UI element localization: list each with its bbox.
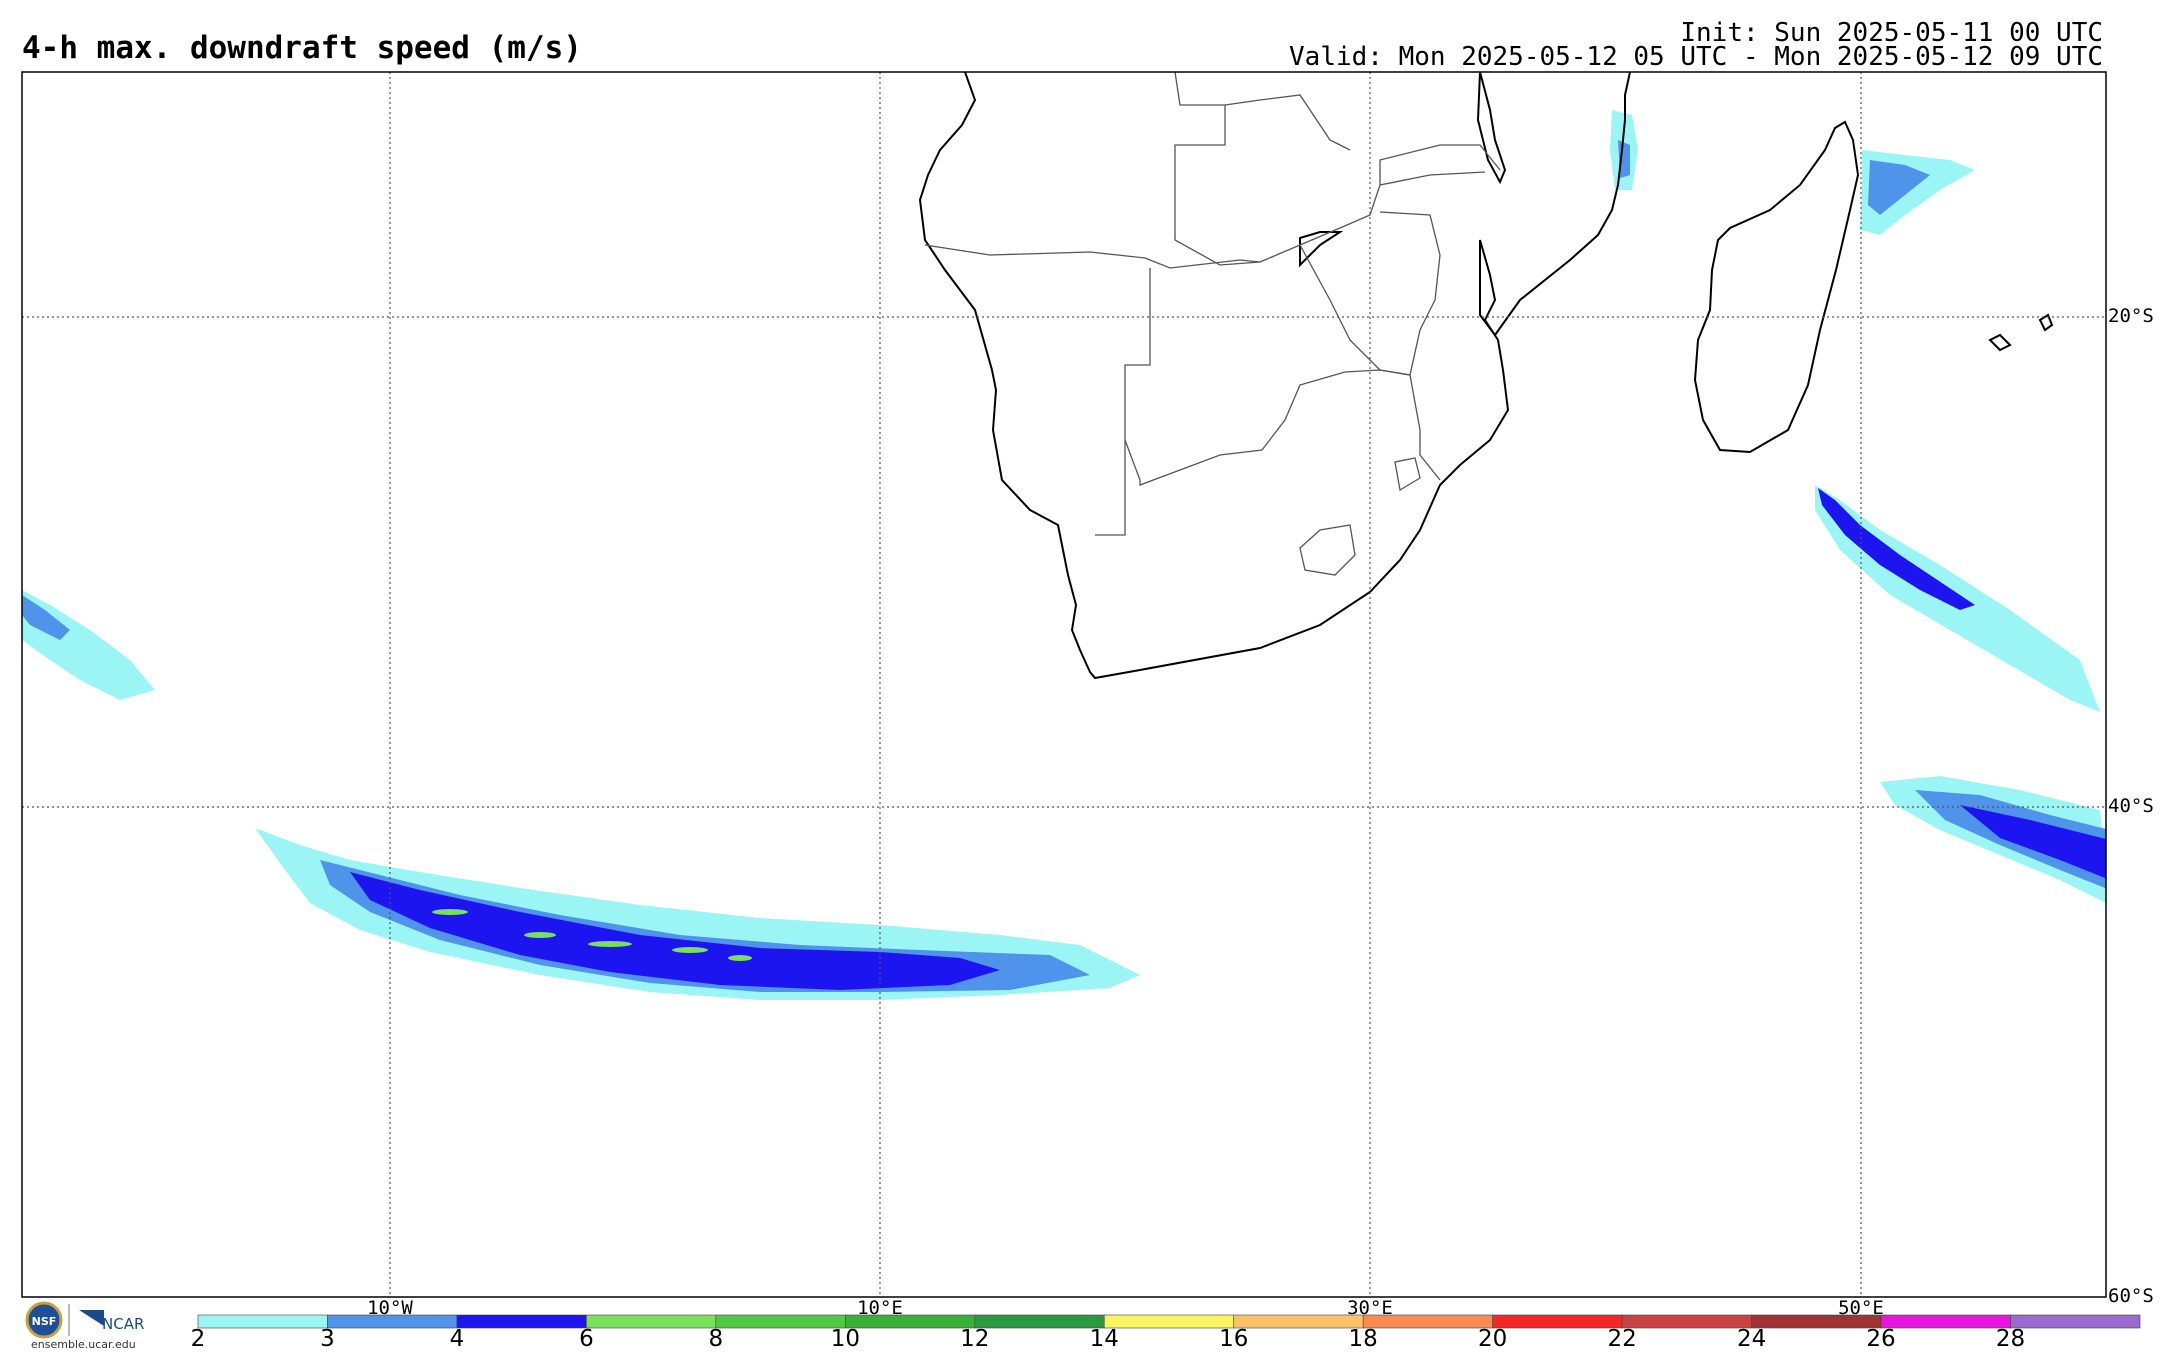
colorbar: 2 3 4 6 8 10 12 14 16 18 20 22 24 26 28 bbox=[191, 1314, 2141, 1352]
lon-label-30e: 30°E bbox=[1347, 1297, 1393, 1319]
country-borders bbox=[924, 72, 1501, 576]
graticule bbox=[22, 72, 2106, 1297]
swath-madagascar-dark bbox=[1868, 160, 1930, 215]
swath-southeast-dark bbox=[1960, 805, 2106, 879]
colorbar-tick-label: 18 bbox=[1349, 1326, 1378, 1352]
colorbar-tick-label: 10 bbox=[831, 1326, 860, 1352]
africa-coastline bbox=[918, 72, 1631, 680]
swath-west-dark bbox=[22, 595, 70, 640]
ncar-logo-text: NCAR bbox=[102, 1315, 144, 1333]
coastlines bbox=[918, 72, 2054, 680]
colorbar-tick-label: 16 bbox=[1219, 1326, 1248, 1352]
colorbar-tick-label: 20 bbox=[1478, 1326, 1507, 1352]
colorbar-swatch bbox=[1362, 1314, 1493, 1329]
border-zambia bbox=[1174, 72, 1486, 266]
small-island-2 bbox=[2038, 313, 2054, 332]
swath-east-dark bbox=[1818, 488, 1975, 610]
border-angola-namibia bbox=[924, 244, 1261, 269]
lake-kariba bbox=[1299, 231, 1344, 268]
colorbar-tick-label: 12 bbox=[960, 1326, 989, 1352]
colorbar-swatch bbox=[845, 1314, 976, 1329]
nsf-logo-icon bbox=[25, 1301, 63, 1339]
swath-mozambique-dark bbox=[1618, 140, 1630, 178]
colorbar-tick-label: 3 bbox=[320, 1326, 335, 1352]
colorbar-swatch bbox=[715, 1314, 846, 1329]
colorbar-swatch bbox=[1751, 1314, 1882, 1329]
border-zimbabwe bbox=[1299, 211, 1441, 376]
lake-malawi bbox=[1476, 72, 1507, 185]
colorbar-swatch bbox=[1880, 1314, 2011, 1329]
colorbar-swatch bbox=[456, 1314, 587, 1329]
colorbar-swatch bbox=[1621, 1314, 1752, 1329]
lat-label-60s: 60°S bbox=[2108, 1285, 2154, 1307]
swath-southwest-peaks bbox=[432, 909, 752, 961]
colorbar-swatch bbox=[2010, 1314, 2141, 1329]
colorbar-tick-label: 28 bbox=[1996, 1326, 2025, 1352]
site-url: ensemble.ucar.edu bbox=[31, 1338, 136, 1351]
map-frame bbox=[21, 71, 2107, 1298]
colorbar-swatch bbox=[586, 1314, 717, 1329]
border-drc-zambia bbox=[1224, 94, 1351, 151]
colorbar-swatch bbox=[197, 1314, 328, 1329]
colorbar-tick-label: 8 bbox=[709, 1326, 724, 1352]
init-time: Init: Sun 2025-05-11 00 UTC bbox=[1680, 18, 2103, 48]
swath-southwest-dark bbox=[350, 872, 1000, 990]
map-title: 4-h max. downdraft speed (m/s) bbox=[22, 30, 582, 66]
lon-label-10e: 10°E bbox=[857, 1297, 903, 1319]
colorbar-swatch bbox=[327, 1314, 458, 1329]
colorbar-swatch bbox=[1233, 1314, 1364, 1329]
colorbar-tick-label: 26 bbox=[1866, 1326, 1895, 1352]
colorbar-swatch bbox=[1492, 1314, 1623, 1329]
border-namibia-botswana bbox=[1095, 268, 1151, 536]
colorbar-tick-label: 22 bbox=[1607, 1326, 1636, 1352]
lat-label-40s: 40°S bbox=[2108, 795, 2154, 817]
border-tanzania bbox=[1379, 144, 1501, 185]
valid-time: Valid: Mon 2025-05-12 05 UTC - Mon 2025-… bbox=[1289, 42, 2103, 72]
logos: NSF NCAR bbox=[24, 1300, 164, 1354]
colorbar-swatch bbox=[974, 1314, 1105, 1329]
border-botswana-south bbox=[1124, 369, 1411, 486]
colorbar-tick-label: 2 bbox=[191, 1326, 206, 1352]
colorbar-tick-label: 4 bbox=[450, 1326, 465, 1352]
colorbar-tick-label: 14 bbox=[1090, 1326, 1119, 1352]
madagascar-coastline bbox=[1693, 120, 1860, 454]
lesotho bbox=[1299, 524, 1356, 576]
border-mozambique bbox=[1409, 374, 1441, 481]
colorbar-swatch bbox=[1103, 1314, 1235, 1329]
lat-label-20s: 20°S bbox=[2108, 305, 2154, 327]
colorbar-tick-label: 6 bbox=[579, 1326, 594, 1352]
colorbar-tick-label: 24 bbox=[1737, 1326, 1766, 1352]
nsf-logo-text: NSF bbox=[32, 1315, 57, 1328]
downdraft-shading bbox=[22, 110, 2106, 1000]
ncar-logo-icon bbox=[79, 1310, 104, 1326]
small-island-1 bbox=[1988, 333, 2012, 352]
eswatini bbox=[1394, 457, 1421, 492]
lon-label-50e: 50°E bbox=[1838, 1297, 1884, 1319]
swath-west-light bbox=[22, 590, 155, 700]
lon-label-10w: 10°W bbox=[367, 1297, 413, 1319]
